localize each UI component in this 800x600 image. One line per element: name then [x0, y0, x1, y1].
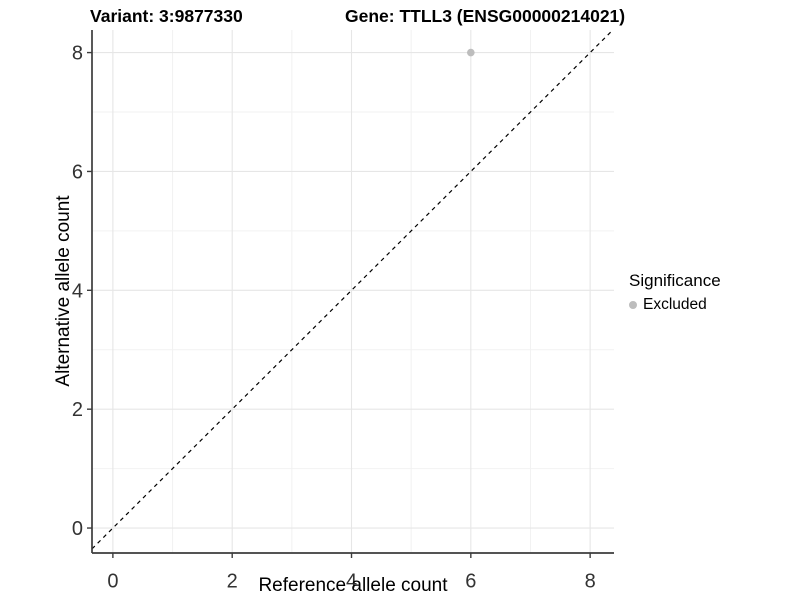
y-tick-label: 4	[72, 280, 83, 302]
y-tick-label: 8	[72, 43, 83, 65]
variant-title: Variant: 3:9877330	[90, 6, 243, 26]
x-tick-label: 2	[227, 571, 238, 593]
legend-item-label: Excluded	[643, 296, 707, 313]
legend-title: Significance	[629, 271, 721, 290]
x-axis-title: Reference allele count	[258, 575, 448, 596]
y-tick-label: 2	[72, 399, 83, 421]
x-tick-label: 0	[107, 571, 118, 593]
identity-reference-line	[91, 29, 614, 550]
y-axis-title: Alternative allele count	[53, 195, 74, 387]
legend-item-excluded: Excluded	[629, 296, 721, 314]
data-point	[467, 48, 475, 57]
x-tick-label: 6	[465, 571, 476, 593]
legend: Significance Excluded	[629, 271, 721, 314]
x-tick-label: 8	[585, 571, 596, 593]
y-tick-label: 6	[72, 161, 83, 183]
excluded-point-swatch	[629, 301, 637, 309]
y-tick-label: 0	[72, 518, 83, 540]
x-tick-label: 4	[346, 571, 357, 593]
gene-title: Gene: TTLL3 (ENSG00000214021)	[345, 6, 626, 26]
